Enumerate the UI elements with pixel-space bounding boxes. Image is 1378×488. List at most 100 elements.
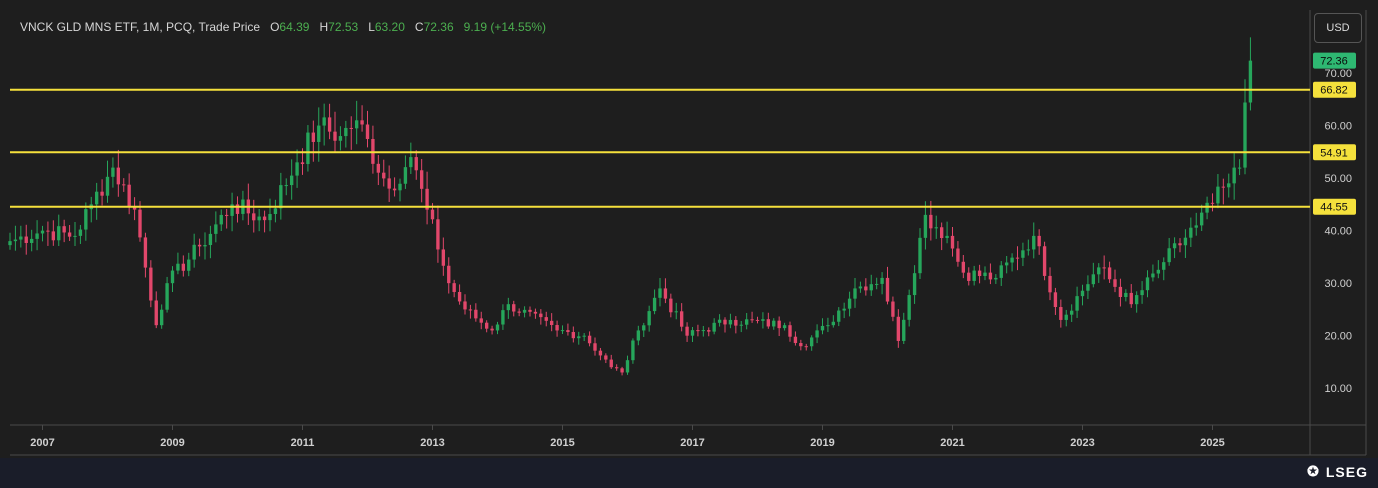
candle-body: [344, 127, 348, 137]
candle-body: [67, 232, 72, 237]
candle-body: [728, 319, 733, 325]
candle-body: [934, 227, 938, 229]
candle-body: [187, 259, 191, 271]
candle-body: [761, 319, 765, 321]
time-tick-label: 2007: [30, 437, 54, 449]
candle-body: [414, 157, 418, 171]
low-value: 63.20: [374, 20, 405, 34]
candle-body: [382, 172, 386, 179]
candle-body: [40, 230, 45, 234]
candle-body: [837, 310, 841, 322]
candle-body: [652, 297, 657, 312]
candle-body: [479, 318, 483, 323]
price-tick-label: 70.00: [1324, 68, 1352, 80]
candle-body: [13, 239, 18, 242]
candle-body: [73, 235, 77, 237]
currency-button[interactable]: USD: [1314, 13, 1362, 43]
candle-body: [468, 309, 473, 311]
candle-body: [1102, 267, 1106, 269]
candle-body: [577, 336, 581, 339]
candle-body: [874, 283, 879, 285]
candle-body: [474, 309, 478, 319]
candle-body: [138, 209, 142, 238]
candle-body: [582, 335, 586, 337]
candle-body: [1129, 292, 1133, 305]
candle-body: [1059, 307, 1063, 320]
price-tick-label: 30.00: [1324, 278, 1352, 290]
candle-body: [522, 309, 527, 313]
candle-body: [230, 204, 234, 216]
candle-body: [777, 320, 781, 329]
candle-body: [1069, 310, 1074, 315]
candle-body: [1053, 292, 1058, 308]
candle-body: [376, 163, 381, 173]
candle-body: [317, 125, 321, 142]
candle-body: [441, 249, 446, 266]
candle-body: [300, 162, 305, 165]
candle-body: [712, 322, 716, 332]
candle-body: [555, 325, 559, 331]
candle-body: [430, 209, 435, 220]
candle-body: [1151, 273, 1155, 278]
candle-body: [1042, 246, 1047, 276]
candle-body: [533, 311, 538, 314]
candle-body: [885, 277, 890, 302]
candle-body: [750, 319, 754, 321]
candle-body: [1010, 257, 1014, 263]
candle-body: [419, 170, 424, 189]
level-label: 54.91: [1320, 147, 1348, 159]
candle-body: [181, 263, 186, 271]
low-label: L: [368, 20, 375, 34]
candle-body: [111, 167, 115, 177]
candle-body: [149, 267, 153, 301]
candle-body: [674, 311, 678, 313]
price-tick-label: 10.00: [1324, 383, 1352, 395]
candle-body: [869, 284, 873, 291]
close-label: C: [414, 20, 424, 34]
candle-body: [1210, 202, 1215, 204]
candle-body: [311, 132, 316, 142]
candle-body: [717, 319, 722, 323]
candle-body: [1021, 250, 1025, 258]
candle-body: [24, 236, 28, 243]
candle-body: [847, 298, 852, 309]
instrument-legend: VNCK GLD MNS ETF, 1M, PCQ, Trade Price O…: [20, 20, 546, 34]
candle-body: [1107, 267, 1112, 280]
plot-background: [0, 0, 1378, 458]
candle-body: [1145, 277, 1150, 291]
open-value: 64.39: [279, 20, 310, 34]
footer-bar: [0, 458, 1378, 488]
candle-body: [744, 319, 749, 325]
candle-body: [1232, 167, 1236, 184]
candle-body: [593, 343, 597, 351]
candle-body: [891, 301, 895, 317]
time-tick-label: 2019: [810, 437, 834, 449]
candle-body: [647, 311, 651, 326]
price-tick-label: 50.00: [1324, 173, 1352, 185]
candle-body: [273, 208, 278, 215]
candle-body: [544, 317, 548, 321]
candle-body: [51, 231, 56, 241]
candle-body: [1091, 274, 1096, 285]
candle-body: [950, 235, 955, 249]
candle-body: [463, 301, 467, 310]
candle-body: [78, 229, 83, 236]
candle-body: [799, 343, 803, 347]
candle-body: [203, 245, 207, 247]
candle-body: [392, 188, 397, 191]
candle-body: [1248, 60, 1253, 103]
candle-body: [782, 325, 787, 329]
candle-body: [143, 237, 148, 268]
candle-body: [1178, 243, 1182, 246]
candle-body: [1237, 167, 1242, 169]
candle-body: [734, 319, 738, 326]
instrument-name: VNCK GLD MNS ETF, 1M, PCQ, Trade Price: [20, 20, 261, 34]
candle-body: [1080, 290, 1085, 297]
candle-body: [409, 157, 413, 168]
candle-body: [425, 188, 429, 210]
candle-body: [571, 332, 576, 339]
candle-body: [279, 185, 283, 209]
candle-body: [1037, 235, 1041, 247]
candle-body: [587, 335, 592, 344]
